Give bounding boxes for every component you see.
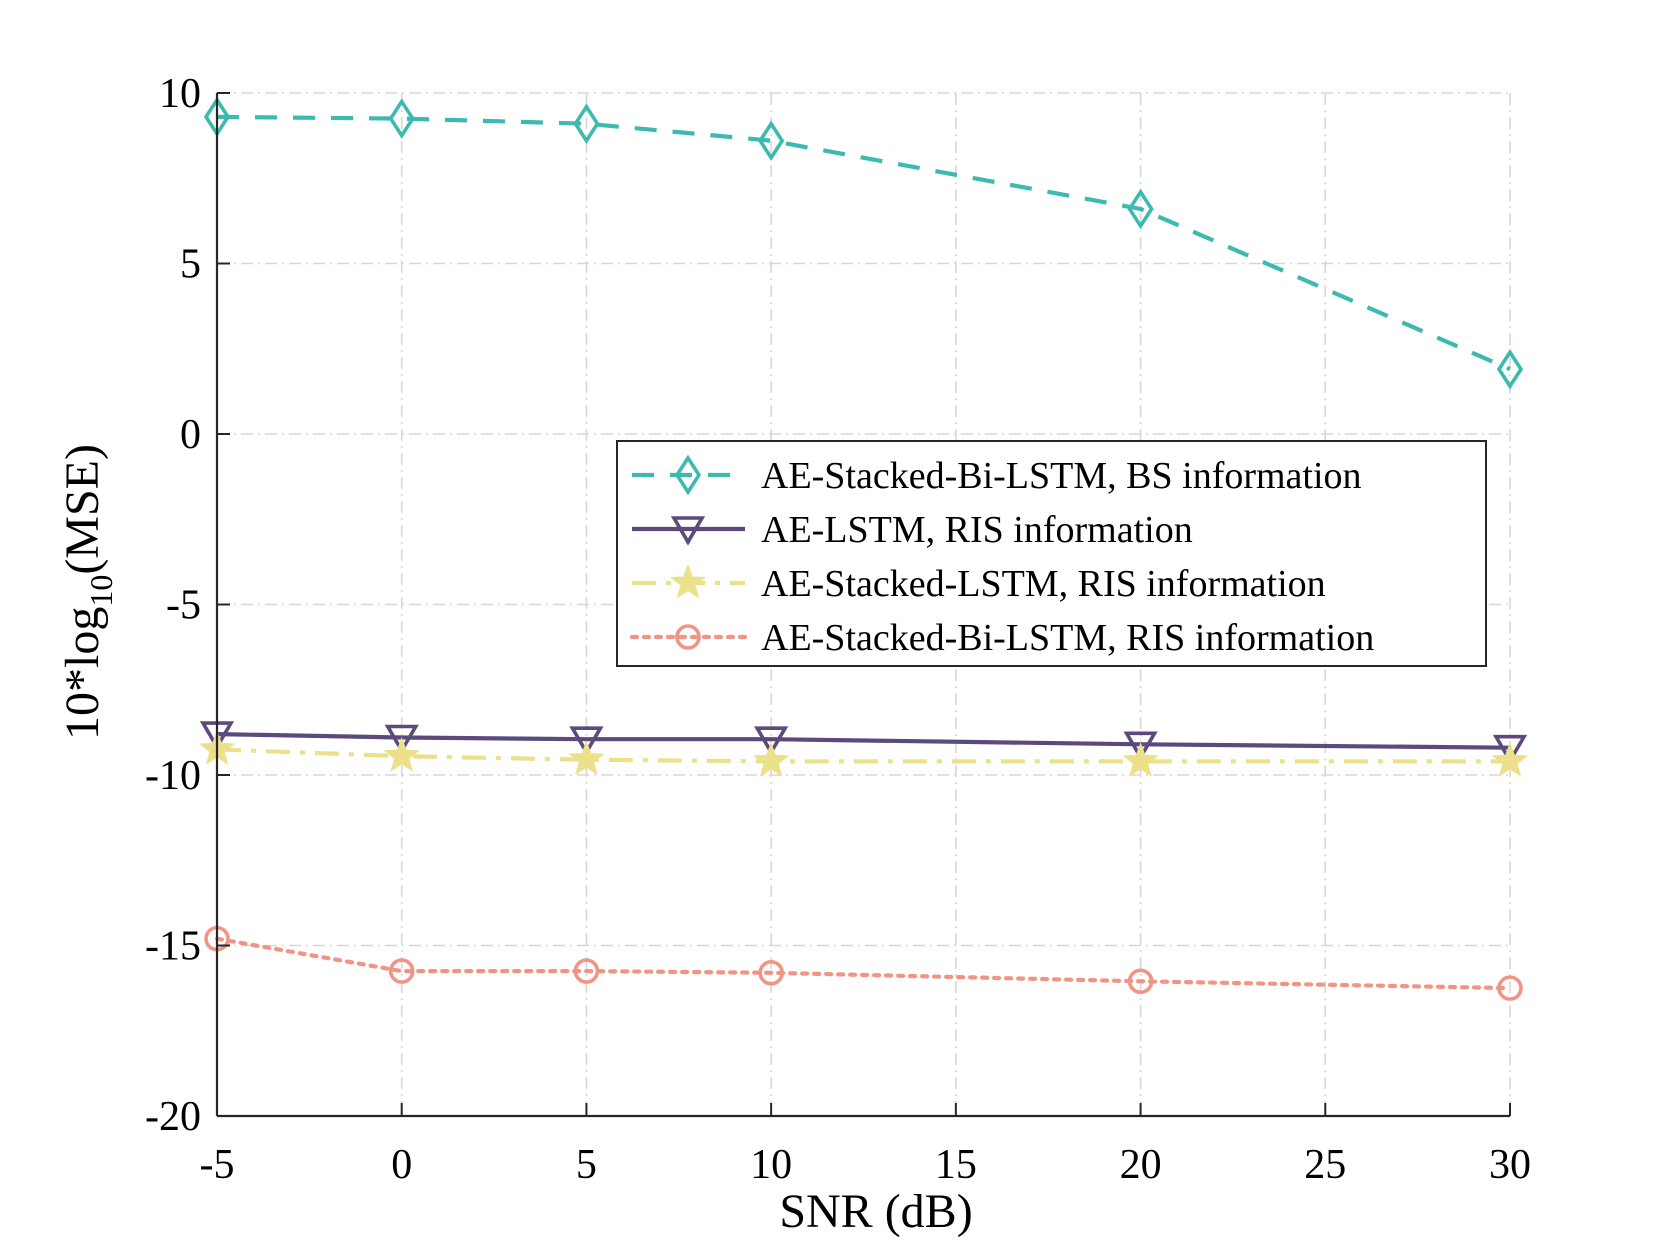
legend-marker <box>670 516 706 546</box>
legend-marker <box>674 454 702 496</box>
data-point <box>384 724 419 755</box>
data-point <box>573 103 600 145</box>
x-tick-label: 0 <box>391 1142 412 1188</box>
legend: AE-Stacked-Bi-LSTM, BS information AE-LST… <box>616 440 1487 667</box>
legend-box <box>616 440 1487 667</box>
x-tick-label: 20 <box>1120 1142 1162 1188</box>
series-line <box>216 747 1510 764</box>
data-point <box>1496 348 1524 390</box>
data-point <box>1491 742 1529 777</box>
series-line <box>216 732 1511 750</box>
plot-series <box>198 96 1529 1001</box>
data-point <box>1127 188 1154 230</box>
data-point <box>568 740 605 776</box>
legend-entry-3: AE-Stacked-LSTM, RIS information <box>632 563 1326 605</box>
axes <box>215 92 1511 1118</box>
x-tick-label: 30 <box>1489 1142 1531 1188</box>
tick-labels: -5 0 5 10 15 20 25 30 -20 -15 -10 -5 0 5 10 <box>145 71 1531 1188</box>
data-point <box>1492 734 1528 765</box>
series-1 <box>203 96 1524 390</box>
y-axis-title: 10*log10(MSE) <box>56 444 119 740</box>
series-line <box>216 114 1511 372</box>
x-axis-title: SNR (dB) <box>779 1185 972 1238</box>
legend-entry-2: AE-LSTM, RIS information <box>632 509 1193 551</box>
x-tick-label: -5 <box>200 1142 235 1188</box>
data-point <box>388 98 415 139</box>
legend-label: AE-Stacked-LSTM, RIS information <box>761 563 1326 605</box>
data-point <box>1123 731 1158 761</box>
data-point <box>1127 968 1154 995</box>
x-tick-label: 25 <box>1304 1142 1346 1188</box>
y-tick-label: 0 <box>180 412 201 458</box>
data-point <box>1122 742 1159 777</box>
y-axis-title-prefix: 10*log <box>56 607 109 740</box>
series-line <box>214 936 1513 991</box>
legend-entry-4: AE-Stacked-Bi-LSTM, RIS information <box>629 617 1374 659</box>
x-tick-label: 15 <box>935 1142 977 1188</box>
y-tick-label: -20 <box>145 1094 201 1140</box>
legend-label: AE-LSTM, RIS information <box>761 509 1193 551</box>
legend-entry-1: AE-Stacked-Bi-LSTM, BS information <box>632 454 1362 497</box>
data-point <box>1497 975 1523 1001</box>
data-point <box>752 742 790 777</box>
y-axis-title-subscript: 10 <box>83 575 119 607</box>
legend-marker <box>669 563 707 599</box>
y-tick-label: -10 <box>145 753 201 799</box>
y-tick-label: 5 <box>180 242 201 288</box>
data-point <box>758 959 784 986</box>
legend-marker <box>675 624 701 650</box>
data-point <box>569 726 604 756</box>
x-tick-label: 5 <box>576 1142 597 1188</box>
y-tick-label: 10 <box>159 71 201 117</box>
data-point <box>757 120 785 162</box>
y-tick-label: -15 <box>145 924 201 970</box>
x-tick-label: 10 <box>750 1142 792 1188</box>
data-point <box>383 737 420 772</box>
legend-label: AE-Stacked-Bi-LSTM, RIS information <box>761 617 1374 659</box>
legend-label: AE-Stacked-Bi-LSTM, BS information <box>761 455 1362 497</box>
data-point <box>754 726 789 756</box>
data-point <box>388 958 415 984</box>
series-4 <box>204 925 1523 1001</box>
series-3 <box>198 730 1529 777</box>
data-point <box>573 958 600 984</box>
y-tick-label: -5 <box>166 583 201 629</box>
y-axis-title-suffix: (MSE) <box>56 444 109 575</box>
